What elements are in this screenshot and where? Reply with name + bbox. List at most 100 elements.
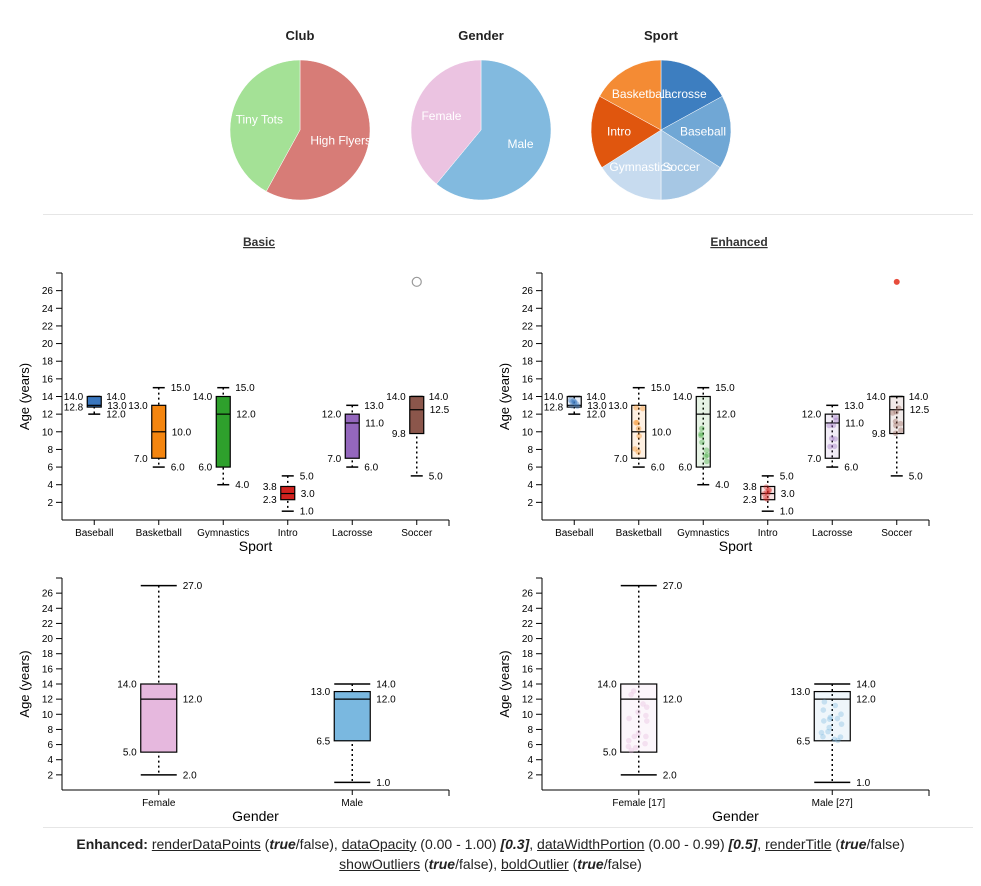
label-q3: 14.0 [544, 392, 564, 403]
data-point [826, 724, 833, 731]
pie-slice-gymnastics[interactable] [601, 129, 662, 201]
data-point [698, 432, 704, 439]
label-median: 3.0 [781, 489, 795, 500]
dataOpacity-link[interactable]: dataOpacity [341, 836, 417, 852]
x-tick-label: Gymnastics [197, 528, 249, 539]
x-tick-label: Intro [758, 528, 778, 539]
data-point [635, 449, 642, 455]
x-tick-label: Female [17] [612, 798, 665, 809]
x-axis-label: Sport [719, 538, 753, 554]
y-tick-label: 26 [42, 286, 54, 297]
y-axis-label: Age (years) [497, 363, 512, 430]
outlier-point[interactable] [411, 276, 422, 287]
y-tick-label: 20 [42, 339, 54, 350]
y-tick-label: 18 [522, 357, 534, 368]
pie-slice-female[interactable] [410, 59, 482, 185]
label-median: 10.0 [172, 427, 192, 438]
pie-label-tiny-tots: Tiny Tots [236, 113, 283, 127]
box-intro[interactable]: Intro 5.0 3.0 1.0 3.8 2.3 [743, 471, 795, 539]
label-max: 27.0 [183, 581, 203, 592]
data-point [889, 410, 896, 416]
label-median: 10.0 [652, 427, 672, 438]
y-tick-label: 16 [42, 374, 54, 385]
pie-slice-lacrosse[interactable] [660, 59, 723, 131]
box-gymnastics[interactable]: Gymnastics 15.0 12.0 4.0 14.0 6.0 [193, 383, 256, 539]
box-rect [333, 690, 371, 742]
y-tick-label: 8 [527, 725, 533, 736]
pie-slice-high-flyers[interactable] [265, 59, 371, 201]
box-male[interactable]: Male 14.0 12.0 1.0 13.0 6.5 [311, 680, 396, 810]
box-male-27[interactable]: Male [27] 14.0 12.0 1.0 13.0 6.5 [791, 680, 876, 810]
label-max: 14.0 [586, 392, 606, 403]
box-female[interactable]: Female 27.0 12.0 2.0 14.0 5.0 [117, 581, 202, 809]
label-q3: 12.0 [322, 410, 342, 421]
label-q1: 7.0 [807, 454, 821, 465]
y-tick-label: 14 [522, 392, 534, 403]
label-q1: 9.8 [392, 429, 406, 440]
pie-slice-male[interactable] [436, 59, 552, 201]
showOutliers-link[interactable]: showOutliers [339, 856, 421, 872]
box-rect [824, 413, 840, 459]
y-axis-label: Age (years) [17, 363, 32, 430]
box-lacrosse[interactable]: Lacrosse 13.0 11.0 6.0 12.0 7.0 [802, 401, 865, 539]
pie-slice-basketball[interactable] [599, 59, 662, 131]
y-tick-label: 6 [47, 463, 53, 474]
dataWidthPortion-link[interactable]: dataWidthPortion [537, 836, 645, 852]
label-q3: 14.0 [193, 392, 213, 403]
data-point [897, 420, 904, 427]
data-point [764, 491, 771, 497]
pie-label-lacrosse: Lacrosse [658, 87, 707, 101]
label-median: 3.0 [301, 489, 315, 500]
pie-slice-baseball[interactable] [660, 95, 732, 168]
label-median: 12.0 [716, 410, 736, 421]
box-lacrosse[interactable]: Lacrosse 13.0 11.0 6.0 12.0 7.0 [322, 401, 385, 539]
data-point [703, 447, 710, 454]
label-max: 15.0 [715, 383, 735, 394]
y-tick-label: 18 [42, 357, 54, 368]
data-point [827, 714, 834, 721]
label-q1: 6.0 [678, 463, 692, 474]
y-tick-label: 2 [47, 770, 53, 781]
pie-slice-soccer[interactable] [660, 129, 721, 201]
box-rect [140, 683, 178, 753]
renderTitle-link[interactable]: renderTitle [765, 836, 832, 852]
box-female-17[interactable]: Female [17] 27.0 12.0 2.0 14.0 5.0 [597, 581, 682, 809]
y-tick-label: 22 [42, 619, 54, 630]
box-gymnastics[interactable]: Gymnastics 15.0 12.0 4.0 14.0 6.0 [673, 383, 736, 539]
section-title-basic[interactable]: Basic [243, 235, 275, 249]
label-q1: 7.0 [134, 454, 148, 465]
data-point [761, 490, 768, 497]
pie-slice-intro[interactable] [590, 95, 662, 168]
box-soccer[interactable]: Soccer 14.0 12.5 5.0 14.0 9.8 [386, 276, 450, 539]
label-min: 2.0 [183, 770, 197, 781]
label-q3: 13.0 [128, 401, 148, 412]
label-max: 13.0 [364, 401, 384, 412]
boldOutlier-link[interactable]: boldOutlier [501, 856, 569, 872]
renderDataPoints-link[interactable]: renderDataPoints [151, 836, 261, 852]
data-point [642, 740, 648, 747]
outlier-point[interactable] [893, 278, 900, 285]
box-basketball[interactable]: Basketball 15.0 10.0 6.0 13.0 7.0 [608, 383, 671, 539]
data-point [833, 417, 839, 424]
section-title-enhanced[interactable]: Enhanced [710, 235, 767, 249]
data-point [569, 399, 575, 405]
pie-slice-tiny-tots[interactable] [229, 59, 301, 192]
data-point [838, 721, 845, 727]
label-q3: 3.8 [743, 482, 757, 493]
y-tick-label: 12 [42, 410, 54, 421]
y-tick-label: 8 [47, 445, 53, 456]
box-basketball[interactable]: Basketball 15.0 10.0 6.0 13.0 7.0 [128, 383, 191, 539]
label-min: 4.0 [235, 480, 249, 491]
x-tick-label: Soccer [401, 528, 433, 539]
data-point [825, 728, 831, 735]
label-q3: 14.0 [64, 392, 84, 403]
pie-title-sport: Sport [644, 28, 679, 43]
label-q3: 14.0 [866, 392, 886, 403]
data-point [698, 431, 704, 437]
box-intro[interactable]: Intro 5.0 3.0 1.0 3.8 2.3 [263, 471, 315, 539]
y-tick-label: 18 [522, 649, 534, 660]
box-soccer[interactable]: Soccer 14.0 12.5 5.0 14.0 9.8 [866, 278, 930, 539]
